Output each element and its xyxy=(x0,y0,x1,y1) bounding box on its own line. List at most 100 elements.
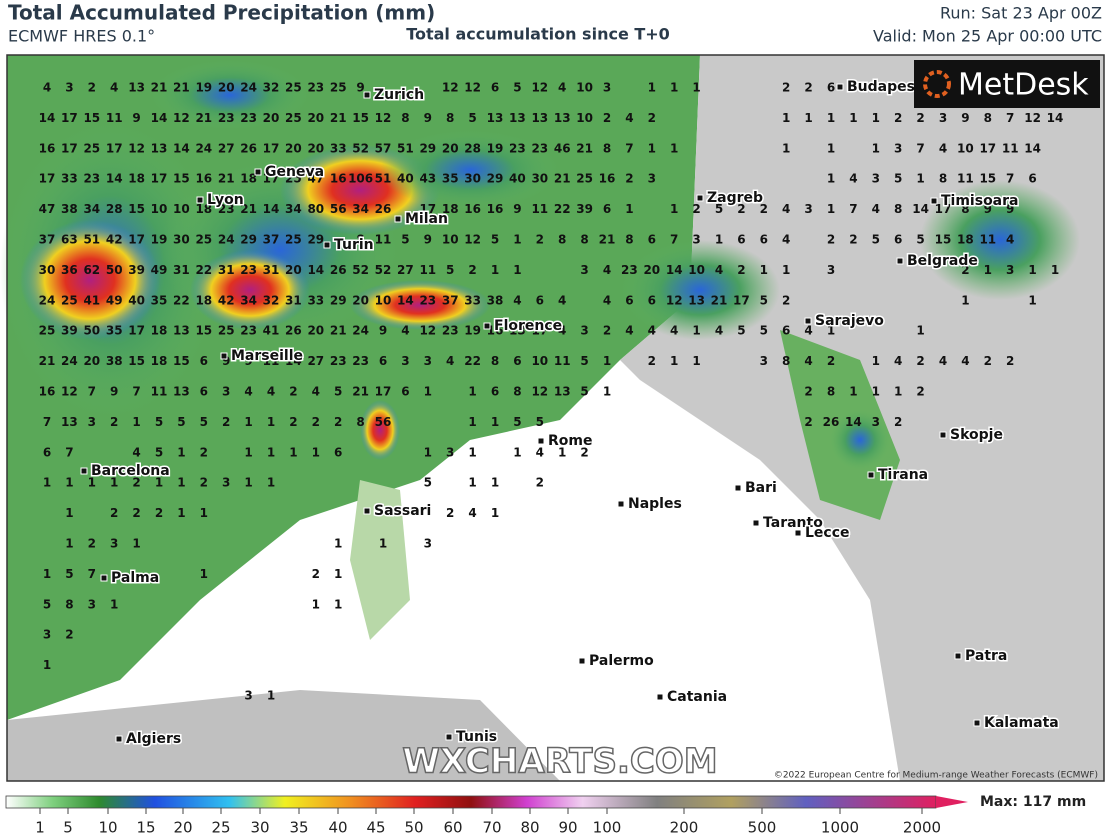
grid-value: 3 xyxy=(603,81,611,95)
grid-value: 17 xyxy=(106,141,123,155)
grid-value: 49 xyxy=(106,293,123,307)
grid-value: 20 xyxy=(307,111,324,125)
grid-value: 33 xyxy=(307,293,324,307)
grid-value: 23 xyxy=(240,111,257,125)
grid-value: 23 xyxy=(218,111,235,125)
grid-value: 4 xyxy=(558,81,566,95)
center-note: Total accumulation since T+0 xyxy=(406,25,670,44)
grid-value: 9 xyxy=(379,324,387,338)
grid-value: 2 xyxy=(804,415,812,429)
grid-value: 11 xyxy=(531,202,548,216)
grid-value: 20 xyxy=(263,111,280,125)
grid-value: 2 xyxy=(88,81,96,95)
grid-value: 14 xyxy=(285,354,302,368)
grid-value: 30 xyxy=(173,233,190,247)
grid-value: 42 xyxy=(106,233,123,247)
grid-value: 6 xyxy=(648,233,656,247)
grid-value: 1 xyxy=(468,385,476,399)
city-label: Palermo xyxy=(589,653,654,669)
watermark: WXCHARTS.COM xyxy=(402,742,717,782)
grid-value: 25 xyxy=(61,293,78,307)
grid-value: 6 xyxy=(625,293,633,307)
grid-value: 2 xyxy=(827,354,835,368)
grid-value: 21 xyxy=(576,141,593,155)
grid-value: 11 xyxy=(957,172,974,186)
grid-value: 3 xyxy=(424,354,432,368)
city-marker xyxy=(752,519,760,527)
grid-value: 17 xyxy=(39,172,56,186)
grid-value: 35 xyxy=(106,324,123,338)
grid-value: 1 xyxy=(670,202,678,216)
city-label: Rome xyxy=(548,433,592,449)
grid-value: 4 xyxy=(1006,233,1014,247)
grid-value: 1 xyxy=(65,476,73,490)
grid-value: 7 xyxy=(43,415,51,429)
grid-value: 15 xyxy=(173,172,190,186)
grid-value: 34 xyxy=(83,202,100,216)
grid-value: 12 xyxy=(419,324,436,338)
grid-value: 25 xyxy=(195,233,212,247)
city-marker xyxy=(80,467,88,475)
grid-value: 3 xyxy=(580,263,588,277)
grid-value: 14 xyxy=(397,293,414,307)
colorbar-tick-label: 25 xyxy=(211,819,230,837)
grid-value: 7 xyxy=(625,141,633,155)
grid-value: 20 xyxy=(643,263,660,277)
grid-value: 4 xyxy=(312,385,320,399)
grid-value: 12 xyxy=(128,141,145,155)
grid-value: 23 xyxy=(442,324,459,338)
grid-value: 20 xyxy=(218,81,235,95)
grid-value: 25 xyxy=(83,141,100,155)
grid-value: 1 xyxy=(827,324,835,338)
grid-value: 27 xyxy=(397,263,414,277)
city-marker xyxy=(973,719,981,727)
grid-value: 29 xyxy=(307,233,324,247)
grid-value: 17 xyxy=(979,141,996,155)
grid-value: 17 xyxy=(263,141,280,155)
city-marker xyxy=(836,83,844,91)
grid-value: 5 xyxy=(491,233,499,247)
grid-value: 3 xyxy=(244,689,252,703)
city-label: Florence xyxy=(494,318,562,334)
grid-value: 52 xyxy=(352,263,369,277)
grid-value: 1 xyxy=(267,476,275,490)
grid-value: 15 xyxy=(128,354,145,368)
grid-value: 4 xyxy=(939,354,947,368)
grid-value: 2 xyxy=(760,202,768,216)
grid-value: 3 xyxy=(827,263,835,277)
grid-value: 7 xyxy=(132,385,140,399)
grid-value: 33 xyxy=(330,141,347,155)
city-marker xyxy=(254,168,262,176)
grid-value: 38 xyxy=(106,354,123,368)
grid-value: 17 xyxy=(419,202,436,216)
grid-value: 2 xyxy=(334,415,342,429)
grid-value: 14 xyxy=(173,141,190,155)
city-label: Sarajevo xyxy=(815,313,884,329)
grid-value: 22 xyxy=(173,293,190,307)
grid-value: 10 xyxy=(957,141,974,155)
grid-value: 1 xyxy=(110,476,118,490)
grid-value: 15 xyxy=(83,111,100,125)
city-label: Lecce xyxy=(805,525,850,541)
grid-value: 1 xyxy=(827,111,835,125)
grid-value: 31 xyxy=(285,293,302,307)
grid-value: 38 xyxy=(61,202,78,216)
grid-value: 15 xyxy=(173,354,190,368)
grid-value: 2 xyxy=(984,354,992,368)
grid-value: 1 xyxy=(782,141,790,155)
grid-value: 1 xyxy=(782,111,790,125)
grid-value: 6 xyxy=(782,324,790,338)
city-marker xyxy=(445,733,453,741)
grid-value: 1 xyxy=(491,263,499,277)
grid-value: 2 xyxy=(446,506,454,520)
colorbar-tick-label: 20 xyxy=(173,819,192,837)
grid-value: 4 xyxy=(110,81,118,95)
grid-value: 22 xyxy=(195,263,212,277)
colorbar-tick-label: 500 xyxy=(748,819,777,837)
grid-value: 40 xyxy=(397,172,414,186)
grid-value: 1 xyxy=(491,476,499,490)
grid-value: 3 xyxy=(804,202,812,216)
subtitle: ECMWF HRES 0.1° xyxy=(8,27,155,46)
